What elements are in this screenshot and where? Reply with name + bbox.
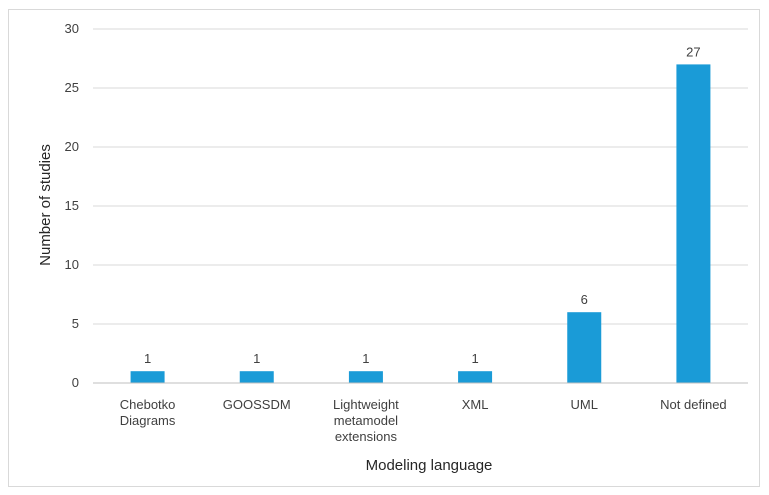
bar (458, 371, 493, 383)
data-labels: 1 1 1 1 6 27 (144, 44, 701, 366)
x-category-label: Chebotko Diagrams (120, 397, 176, 428)
bar (676, 64, 711, 384)
chart-frame (8, 9, 760, 487)
x-category-label: Not defined (660, 397, 727, 412)
data-label: 1 (471, 351, 478, 366)
y-tick-label: 20 (65, 139, 79, 154)
bars (130, 64, 711, 384)
y-tick-labels: 0 5 10 15 20 25 30 (65, 21, 79, 390)
bar (239, 371, 274, 383)
x-category-label: XML (462, 397, 489, 412)
y-tick-label: 5 (72, 316, 79, 331)
y-tick-label: 30 (65, 21, 79, 36)
x-category-label: UML (571, 397, 598, 412)
gridlines (93, 28, 748, 325)
y-tick-label: 10 (65, 257, 79, 272)
bar (130, 371, 165, 383)
data-label: 1 (253, 351, 260, 366)
x-category-label: GOOSSDM (223, 397, 291, 412)
y-tick-label: 0 (72, 375, 79, 390)
x-category-labels: Chebotko Diagrams GOOSSDM Lightweight metamo… (120, 397, 727, 444)
y-axis-title: Number of studies (37, 144, 54, 266)
bar (567, 312, 602, 383)
y-tick-label: 15 (65, 198, 79, 213)
x-category-label: Lightweight metamodel extensions (333, 397, 399, 444)
y-tick-label: 25 (65, 80, 79, 95)
data-label: 1 (362, 351, 369, 366)
data-label: 1 (144, 351, 151, 366)
data-label: 27 (686, 44, 700, 59)
data-label: 6 (581, 292, 588, 307)
x-axis-title: Modeling language (366, 457, 493, 474)
bar (348, 371, 383, 383)
